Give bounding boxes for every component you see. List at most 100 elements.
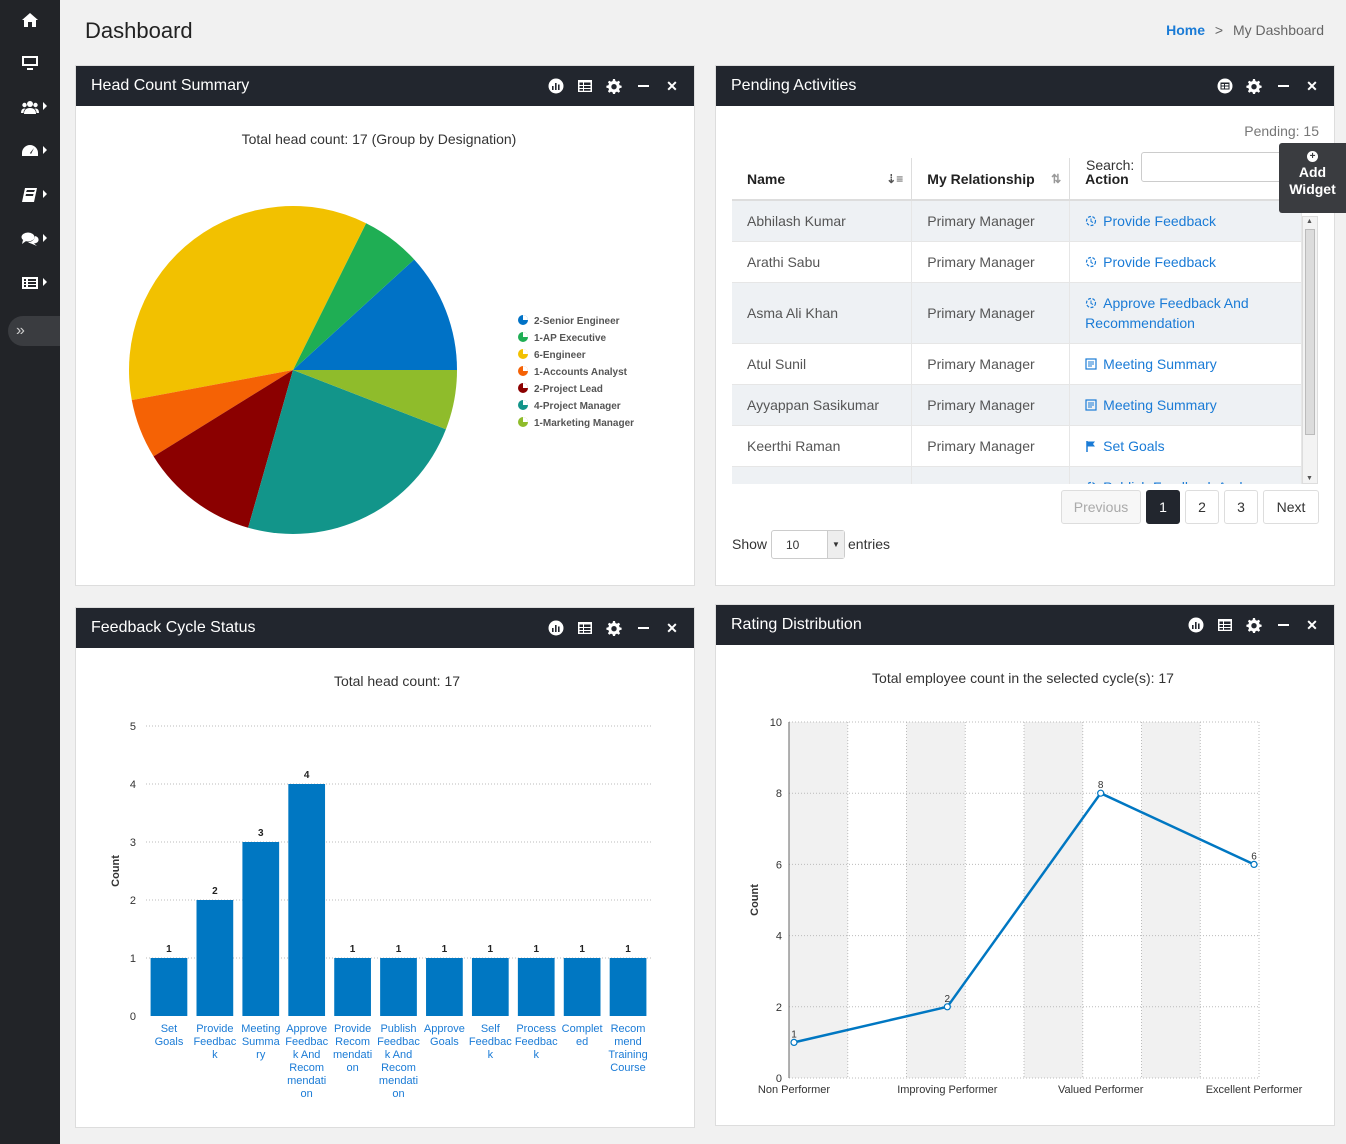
settings-button[interactable]: [1244, 615, 1264, 635]
plus-circle-icon: +: [1307, 151, 1318, 162]
sidebar-item-users[interactable]: [0, 87, 60, 127]
close-button[interactable]: ✕: [1302, 76, 1322, 96]
close-button[interactable]: ✕: [662, 618, 682, 638]
x-tick-label-line: Goals: [155, 1036, 184, 1048]
bar: [426, 958, 463, 1016]
pie-slice: [293, 223, 415, 370]
bar-value-label: 1: [579, 944, 585, 955]
table-row: Asma Ali Khan Primary Manager Approve Feed…: [732, 282, 1302, 344]
feedback-panel: Feedback Cycle Status ✕ Total head count…: [75, 607, 695, 1128]
x-tick-label-line: Goals: [430, 1036, 459, 1048]
breadcrumb: Home > My Dashboard: [1166, 22, 1324, 38]
pager-page-2[interactable]: 2: [1185, 490, 1219, 524]
sidebar-item-monitor[interactable]: [0, 43, 60, 83]
cell-action: Meeting Summary: [1069, 384, 1302, 426]
panel-header: Pending Activities ✕: [716, 66, 1334, 106]
y-tick-label: 10: [770, 717, 782, 729]
chart-icon: [1188, 617, 1204, 633]
x-tick-label-line: Course: [610, 1062, 645, 1074]
breadcrumb-home-link[interactable]: Home: [1166, 22, 1205, 38]
point-value-label: 2: [945, 994, 951, 1005]
sort-icon: ⇅: [1051, 172, 1062, 186]
action-link[interactable]: Set Goals: [1103, 437, 1165, 454]
pie-legend: 2-Senior Engineer 1-AP Executive 6-Enginee…: [518, 315, 634, 429]
users-icon: [21, 101, 39, 114]
close-button[interactable]: ✕: [662, 76, 682, 96]
legend-swatch-cut: [523, 315, 528, 320]
sidebar-item-dashboard[interactable]: [0, 131, 60, 171]
pie-slice: [153, 370, 293, 528]
column-header-name[interactable]: Name ⇣≡: [732, 158, 913, 201]
x-tick-label-line: Provide: [196, 1023, 233, 1035]
table-icon: [1218, 619, 1232, 631]
feedback-icon: [1085, 480, 1097, 484]
x-tick-label: Self Feedbac k: [469, 1023, 512, 1061]
action-link[interactable]: Provide Feedback: [1103, 212, 1217, 229]
sidebar-item-book[interactable]: [0, 175, 60, 215]
settings-button[interactable]: [1244, 76, 1264, 96]
cell-action: Meeting Summary: [1069, 343, 1302, 385]
x-tick-label-line: ed: [576, 1036, 588, 1048]
column-header-action[interactable]: Action⇅: [1069, 158, 1302, 201]
column-header-relationship[interactable]: My Relationship ⇅: [911, 158, 1071, 201]
chart-view-button[interactable]: [546, 618, 566, 638]
pager-next-button[interactable]: Next: [1263, 490, 1319, 524]
cell-relationship: Primary Manager: [911, 384, 1071, 426]
pager-previous-button[interactable]: Previous: [1061, 490, 1141, 524]
table-view-button[interactable]: [575, 618, 595, 638]
legend-label: 4-Project Manager: [534, 401, 621, 412]
sidebar-item-home[interactable]: [0, 0, 60, 40]
table-scrollbar[interactable]: ▲ ▼: [1302, 216, 1318, 484]
sidebar-item-chat[interactable]: [0, 219, 60, 259]
table-icon: [578, 622, 592, 634]
pager-page-1[interactable]: 1: [1146, 490, 1180, 524]
legend-label: 1-AP Executive: [534, 333, 607, 344]
panel-title: Pending Activities: [731, 77, 857, 94]
close-button[interactable]: ✕: [1302, 615, 1322, 635]
scroll-up-icon[interactable]: ▲: [1306, 218, 1313, 225]
x-tick-label: Approve Goals: [424, 1023, 465, 1048]
add-widget-button[interactable]: + Add Widget: [1279, 143, 1346, 213]
x-tick-label-line: Meeting: [241, 1023, 280, 1035]
chart-view-button[interactable]: [546, 76, 566, 96]
settings-button[interactable]: [604, 618, 624, 638]
gear-icon: [606, 621, 622, 636]
table-view-button[interactable]: [1215, 76, 1235, 96]
cell-name: Arathi Sabu: [732, 241, 913, 283]
entries-select[interactable]: 10 ▼: [771, 530, 845, 559]
action-link[interactable]: Provide Feedback: [1103, 253, 1217, 270]
cell-relationship: Primary Manager: [911, 282, 1071, 344]
minimize-button[interactable]: [1273, 615, 1293, 635]
settings-button[interactable]: [604, 76, 624, 96]
action-link[interactable]: Meeting Summary: [1103, 396, 1217, 413]
bar: [150, 958, 188, 1016]
table-view-button[interactable]: [575, 76, 595, 96]
x-tick-label-line: Training: [608, 1049, 647, 1061]
x-tick-label-line: Feedbac: [193, 1036, 236, 1048]
data-point: [943, 1003, 951, 1011]
chart-subtitle: Total employee count in the selected cyc…: [872, 670, 1174, 686]
chart-view-button[interactable]: [1186, 615, 1206, 635]
minimize-button[interactable]: [633, 76, 653, 96]
gear-icon: [1246, 618, 1262, 633]
sidebar-toggle-button[interactable]: »: [8, 316, 60, 346]
x-tick-label-line: Feedbac: [377, 1036, 420, 1048]
x-tick-label-line: Recom: [335, 1036, 370, 1048]
scrollbar-thumb[interactable]: [1305, 229, 1315, 435]
band: [1024, 722, 1083, 1078]
minimize-button[interactable]: [1273, 76, 1293, 96]
bar-value-label: 3: [258, 828, 264, 839]
table-view-button[interactable]: [1215, 615, 1235, 635]
minimize-button[interactable]: [633, 618, 653, 638]
headcount-panel: Head Count Summary ✕ Total head count: 1…: [75, 65, 695, 586]
action-link[interactable]: Approve Feedback And Recommendation: [1085, 294, 1249, 331]
action-link[interactable]: Publish Feedback And: [1103, 479, 1242, 485]
action-link[interactable]: Meeting Summary: [1103, 355, 1217, 372]
sidebar-item-list[interactable]: [0, 263, 60, 303]
dashboard-gauge-icon: [22, 145, 38, 156]
y-tick-label: 6: [776, 859, 782, 871]
y-tick-label: 0: [130, 1011, 136, 1023]
scroll-down-icon[interactable]: ▼: [1306, 475, 1313, 482]
x-tick-label-line: Process: [516, 1023, 556, 1035]
pager-page-3[interactable]: 3: [1224, 490, 1258, 524]
